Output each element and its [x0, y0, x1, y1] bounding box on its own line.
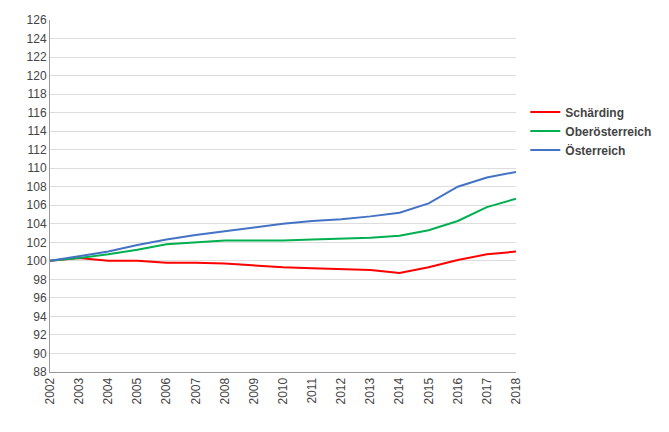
svg-text:2018: 2018: [509, 377, 523, 404]
svg-text:116: 116: [27, 106, 46, 120]
svg-text:Österreich: Österreich: [565, 143, 625, 158]
svg-text:110: 110: [27, 161, 46, 175]
svg-text:114: 114: [27, 124, 46, 138]
svg-text:124: 124: [27, 32, 47, 46]
svg-text:94: 94: [33, 310, 47, 324]
svg-text:2010: 2010: [276, 377, 290, 404]
svg-text:112: 112: [27, 143, 46, 157]
svg-text:2003: 2003: [72, 377, 86, 404]
svg-text:122: 122: [27, 50, 47, 64]
svg-text:2015: 2015: [422, 377, 436, 404]
svg-text:96: 96: [33, 291, 47, 305]
svg-text:120: 120: [27, 69, 47, 83]
svg-text:2009: 2009: [247, 377, 261, 404]
svg-text:Oberösterreich: Oberösterreich: [565, 125, 651, 139]
svg-text:92: 92: [33, 328, 47, 342]
svg-text:2012: 2012: [334, 377, 348, 404]
svg-text:Schärding: Schärding: [565, 106, 624, 120]
svg-text:2006: 2006: [159, 377, 173, 404]
svg-text:2008: 2008: [218, 377, 232, 404]
svg-text:2004: 2004: [101, 377, 115, 404]
svg-text:2002: 2002: [43, 377, 57, 404]
svg-text:106: 106: [27, 198, 47, 212]
svg-text:90: 90: [33, 347, 47, 361]
svg-text:2016: 2016: [451, 377, 465, 404]
svg-text:104: 104: [27, 217, 47, 231]
svg-text:88: 88: [33, 365, 47, 379]
svg-text:2007: 2007: [189, 377, 203, 404]
svg-text:98: 98: [33, 273, 47, 287]
svg-text:100: 100: [27, 254, 47, 268]
svg-text:108: 108: [27, 180, 47, 194]
svg-text:118: 118: [27, 87, 46, 101]
svg-text:2011: 2011: [305, 377, 319, 403]
svg-text:2005: 2005: [130, 377, 144, 404]
svg-text:126: 126: [27, 13, 47, 27]
svg-text:2017: 2017: [480, 377, 494, 404]
svg-text:102: 102: [27, 236, 47, 250]
svg-text:2013: 2013: [363, 377, 377, 404]
svg-text:2014: 2014: [392, 377, 406, 404]
